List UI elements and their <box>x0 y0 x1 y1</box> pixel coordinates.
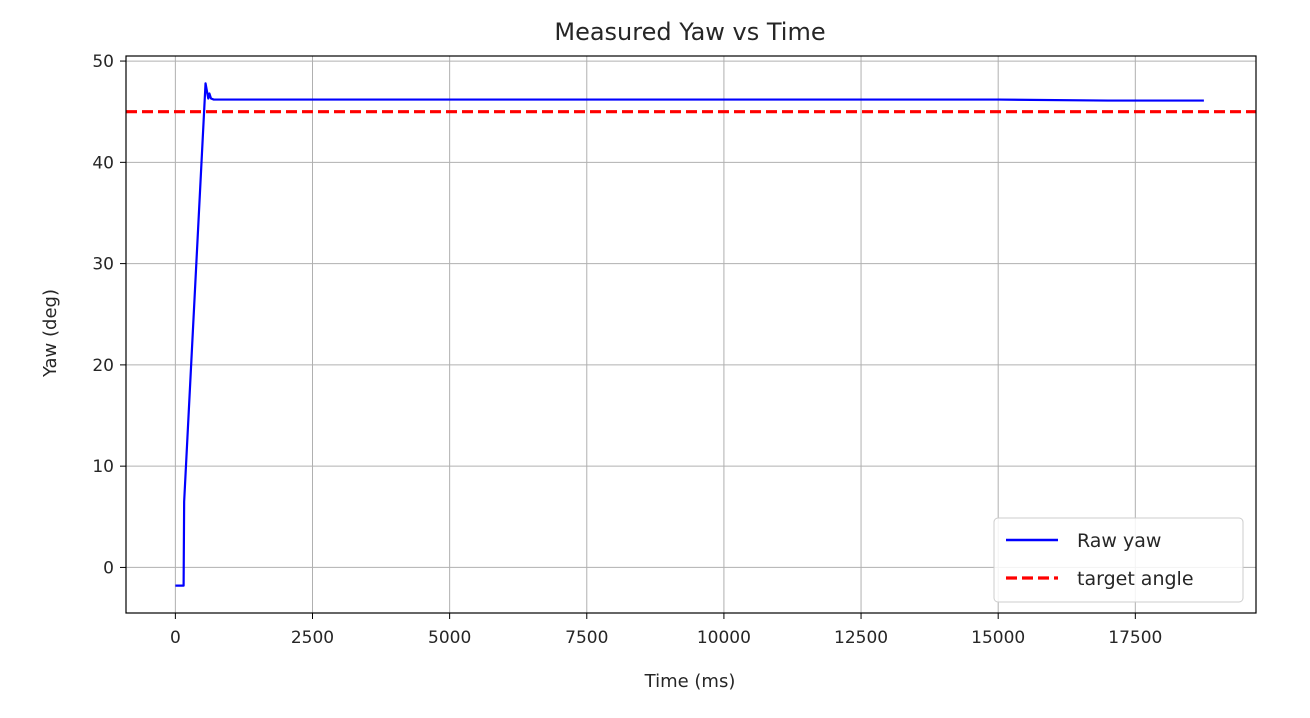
x-tick-label: 12500 <box>834 628 888 648</box>
series-raw-yaw-line <box>175 82 1204 587</box>
y-tick-label: 20 <box>92 356 114 376</box>
y-tick-label: 10 <box>92 457 114 477</box>
y-tick-label: 40 <box>92 153 114 173</box>
x-tick-label: 17500 <box>1108 628 1162 648</box>
x-tick-label: 0 <box>170 628 181 648</box>
y-tick-label: 0 <box>103 558 114 578</box>
plot-frame <box>125 55 1257 614</box>
x-axis-label: Time (ms) <box>644 671 736 692</box>
plot-series <box>126 82 1256 587</box>
x-tick-label: 15000 <box>971 628 1025 648</box>
x-tick-label: 7500 <box>565 628 608 648</box>
x-tick-label: 5000 <box>428 628 471 648</box>
x-tick-label: 2500 <box>291 628 334 648</box>
legend-label-target-angle: target angle <box>1077 568 1194 590</box>
legend: Raw yaw target angle <box>993 517 1244 603</box>
grid <box>126 56 1256 613</box>
y-tick-label: 50 <box>92 52 114 72</box>
chart-title: Measured Yaw vs Time <box>554 18 825 46</box>
y-axis-ticks: 0 10 20 30 40 50 <box>92 52 126 578</box>
x-tick-label: 10000 <box>697 628 751 648</box>
y-axis-label: Yaw (deg) <box>40 289 61 378</box>
legend-label-raw-yaw: Raw yaw <box>1077 530 1161 552</box>
y-tick-label: 30 <box>92 255 114 275</box>
x-axis-ticks: 0 2500 5000 7500 10000 12500 15000 17500 <box>170 613 1162 648</box>
